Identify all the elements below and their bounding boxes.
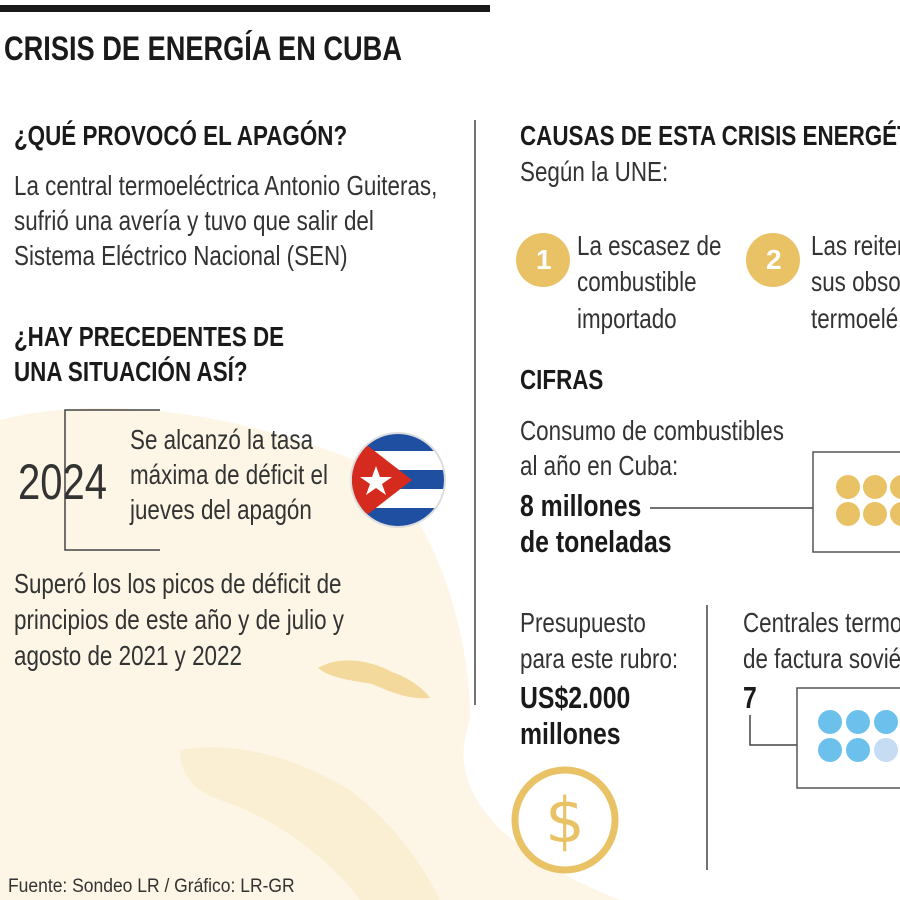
map-background [0,408,620,900]
plants-box [796,687,900,789]
heading: ¿HAY PRECEDENTES DE [14,321,285,352]
text-line: importado [577,303,677,334]
text-line: combustible [577,266,697,297]
fuel-box [812,451,900,553]
text-line: La central termoeléctrica Antonio Guiter… [14,170,438,201]
badge-number: 2 [766,244,782,275]
text-line: máxima de déficit el [130,459,328,490]
source: Fuente: Sondeo LR / Gráfico: LR-GR [8,876,295,897]
figure-value: de toneladas [520,524,672,559]
dollar-icon: $ [511,766,619,874]
subheading: Según la UNE: [520,156,669,187]
heading: CAUSAS DE ESTA CRISIS ENERGÉTI [520,120,900,151]
text-line: Sistema Eléctrico Nacional (SEN) [14,240,348,271]
title: CRISIS DE ENERGÍA EN CUBA [4,30,402,68]
figure-value: 7 [743,680,757,715]
text-line: sufrió una avería y tuvo que salir del [14,205,374,236]
cuba-shape [318,660,430,699]
cause-badge [516,233,570,287]
heading: CIFRAS [520,364,604,395]
map-shape [180,747,440,900]
text-line: Se alcanzó la tasa [130,424,314,455]
text-line: La escasez de [577,230,722,261]
figure-value: millones [520,716,621,751]
top-bar [0,5,490,12]
year: 2024 [18,454,107,510]
cuba-flag [350,432,446,528]
fuel-dots [836,475,900,526]
svg-text:$: $ [545,784,584,857]
year-bracket [64,409,160,551]
text-line: Consumo de combustibles [520,415,784,446]
text-line: Superó los los picos de déficit de [14,568,342,599]
text-line: principios de este año y de julio y [14,604,344,635]
text-line: jueves del apagón [130,494,312,525]
badge-number: 1 [536,244,552,275]
text-line: de factura sovié [743,643,900,674]
text-line: Las reiter [811,230,900,261]
text-line: Centrales termo [743,607,900,638]
text-line: para este rubro: [520,643,679,674]
plant-dots [818,710,898,762]
text-line: al año en Cuba: [520,450,679,481]
text-line: Presupuesto [520,607,646,638]
cause-badge [746,233,800,287]
figure-value: US$2.000 [520,680,631,715]
figure-value: 8 millones [520,488,642,523]
heading: UNA SITUACIÓN ASÍ? [14,356,248,387]
text-line: sus obsol [811,266,900,297]
text-line: termoelé [811,303,899,334]
heading: ¿QUÉ PROVOCÓ EL APAGÓN? [14,120,348,151]
connector [749,715,797,746]
text-line: agosto de 2021 y 2022 [14,640,242,671]
